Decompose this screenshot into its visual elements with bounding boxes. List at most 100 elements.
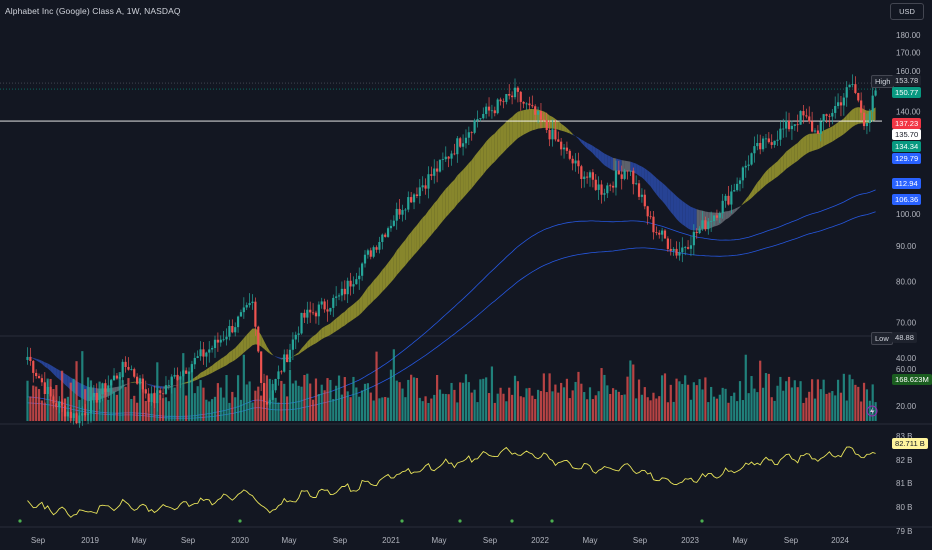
candle-body — [499, 99, 502, 102]
volume-bar — [611, 388, 615, 421]
ema-ribbon-segment — [431, 203, 435, 235]
ema-ribbon-segment — [194, 375, 198, 381]
candle-body — [617, 170, 620, 175]
candle-body — [666, 238, 669, 249]
candle-body — [384, 234, 387, 237]
volume-bar — [173, 387, 176, 421]
ema-ribbon-segment — [249, 328, 253, 348]
ema-ribbon-segment — [800, 137, 804, 159]
candle-body — [594, 179, 597, 190]
ema-ribbon-segment — [610, 156, 614, 171]
candle-body — [482, 113, 485, 119]
candle-body — [441, 159, 444, 160]
volume-bar — [159, 394, 162, 421]
volume-bar — [372, 400, 375, 421]
ema-ribbon-segment — [362, 291, 365, 313]
ema-ribbon-segment — [774, 161, 778, 179]
volume-bar — [756, 392, 759, 421]
ema-ribbon-segment — [517, 110, 521, 139]
ema-ribbon-segment — [393, 250, 397, 279]
candle-body — [101, 383, 104, 395]
ema-ribbon-segment — [376, 273, 380, 298]
candle-body — [767, 138, 770, 143]
low-label: Low — [871, 332, 893, 345]
volume-bar — [542, 373, 545, 421]
volume-bar — [750, 376, 753, 421]
volume-bar — [865, 389, 869, 421]
ema-ribbon-segment — [379, 269, 383, 295]
volume-bar — [637, 379, 641, 421]
volume-bar — [95, 395, 98, 421]
ema-ribbon-segment — [760, 175, 764, 191]
volume-bar — [597, 391, 600, 421]
ema-ribbon-segment — [558, 121, 562, 131]
lightning-icon[interactable] — [866, 405, 878, 417]
volume-bar — [288, 369, 292, 421]
volume-bar — [568, 398, 571, 421]
volume-bar — [363, 383, 367, 421]
volume-bar — [156, 362, 159, 421]
ema-ribbon-segment — [318, 328, 322, 342]
candle-body — [283, 354, 286, 372]
candle-body — [675, 248, 678, 256]
candle-body — [277, 371, 280, 380]
candle-body — [355, 279, 358, 285]
volume-bar — [311, 399, 315, 421]
ema-ribbon-segment — [402, 239, 406, 269]
volume-bar — [300, 386, 303, 421]
candle-body — [834, 106, 837, 113]
candle-body — [860, 100, 863, 113]
candle-body — [764, 138, 768, 140]
volume-bar — [600, 368, 603, 421]
candle-body — [822, 114, 825, 122]
candle-body — [620, 174, 623, 179]
ema-ribbon-segment — [246, 331, 250, 351]
candle-body — [196, 356, 199, 358]
candle-body — [248, 303, 251, 306]
ema-ribbon-segment — [809, 133, 813, 153]
ema-ribbon-segment — [365, 287, 368, 310]
ema-ribbon-segment — [327, 323, 331, 337]
symbol-title: Alphabet Inc (Google) Class A, 1W, NASDA… — [5, 6, 181, 16]
candle-body — [805, 115, 808, 117]
volume-bar — [663, 373, 667, 421]
candle-body — [32, 360, 35, 373]
volume-bar — [404, 397, 407, 421]
time-axis-label: 2019 — [81, 536, 99, 545]
volume-bar — [819, 389, 822, 421]
volume-bar — [545, 392, 548, 421]
volume-bar — [594, 395, 597, 421]
candle-body — [770, 142, 773, 145]
candle-body — [424, 185, 427, 189]
ema-ribbon-segment — [549, 115, 553, 129]
volume-bar — [606, 385, 609, 421]
candle-body — [358, 275, 361, 280]
ema-ribbon-segment — [621, 160, 625, 172]
currency-button[interactable]: USD — [890, 3, 924, 20]
candle-body — [202, 349, 205, 357]
candle-body — [603, 193, 606, 195]
candle-body — [294, 334, 297, 340]
volume-bar — [303, 374, 306, 421]
volume-bar — [231, 391, 234, 421]
price-axis-label: 160.00 — [896, 67, 921, 76]
ema-ribbon-segment — [321, 326, 325, 340]
volume-bar — [257, 386, 260, 421]
ema-ribbon-segment — [177, 384, 181, 386]
candle-body — [199, 349, 202, 357]
volume-bar — [395, 380, 398, 421]
volume-bar — [58, 401, 61, 421]
candle-body — [286, 354, 289, 363]
candle-body — [661, 230, 664, 235]
ema-ribbon-segment — [336, 316, 340, 332]
volume-bar — [813, 398, 817, 421]
volume-bar — [782, 390, 785, 421]
ema-ribbon-segment — [494, 130, 498, 162]
volume-bar — [868, 400, 871, 421]
ema-ribbon-segment — [832, 124, 836, 142]
volume-bar — [153, 392, 156, 421]
candle-body — [773, 140, 776, 145]
candle-body — [505, 94, 508, 102]
candle-body — [623, 170, 626, 179]
